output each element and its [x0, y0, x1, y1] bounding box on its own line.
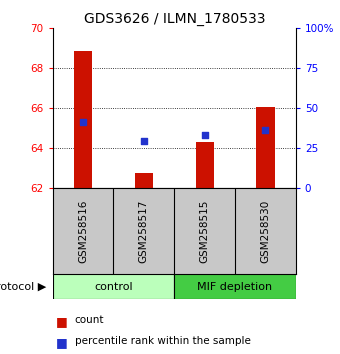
Text: percentile rank within the sample: percentile rank within the sample [75, 336, 251, 346]
Text: GSM258516: GSM258516 [78, 199, 88, 263]
Text: GSM258517: GSM258517 [139, 199, 149, 263]
Text: GSM258515: GSM258515 [200, 199, 210, 263]
Point [141, 139, 147, 144]
Point [80, 119, 86, 125]
Text: ■: ■ [56, 336, 68, 349]
Bar [195, 142, 214, 188]
Bar [256, 107, 274, 188]
Text: protocol ▶: protocol ▶ [0, 282, 46, 292]
Bar [74, 51, 92, 188]
Bar [174, 274, 296, 299]
Text: ■: ■ [56, 315, 68, 328]
Text: MIF depletion: MIF depletion [198, 282, 273, 292]
Bar [135, 173, 153, 188]
Bar [53, 274, 174, 299]
Text: control: control [94, 282, 133, 292]
Point [263, 127, 268, 133]
Title: GDS3626 / ILMN_1780533: GDS3626 / ILMN_1780533 [84, 12, 265, 26]
Text: GSM258530: GSM258530 [260, 199, 270, 263]
Text: count: count [75, 315, 104, 325]
Point [202, 132, 207, 138]
